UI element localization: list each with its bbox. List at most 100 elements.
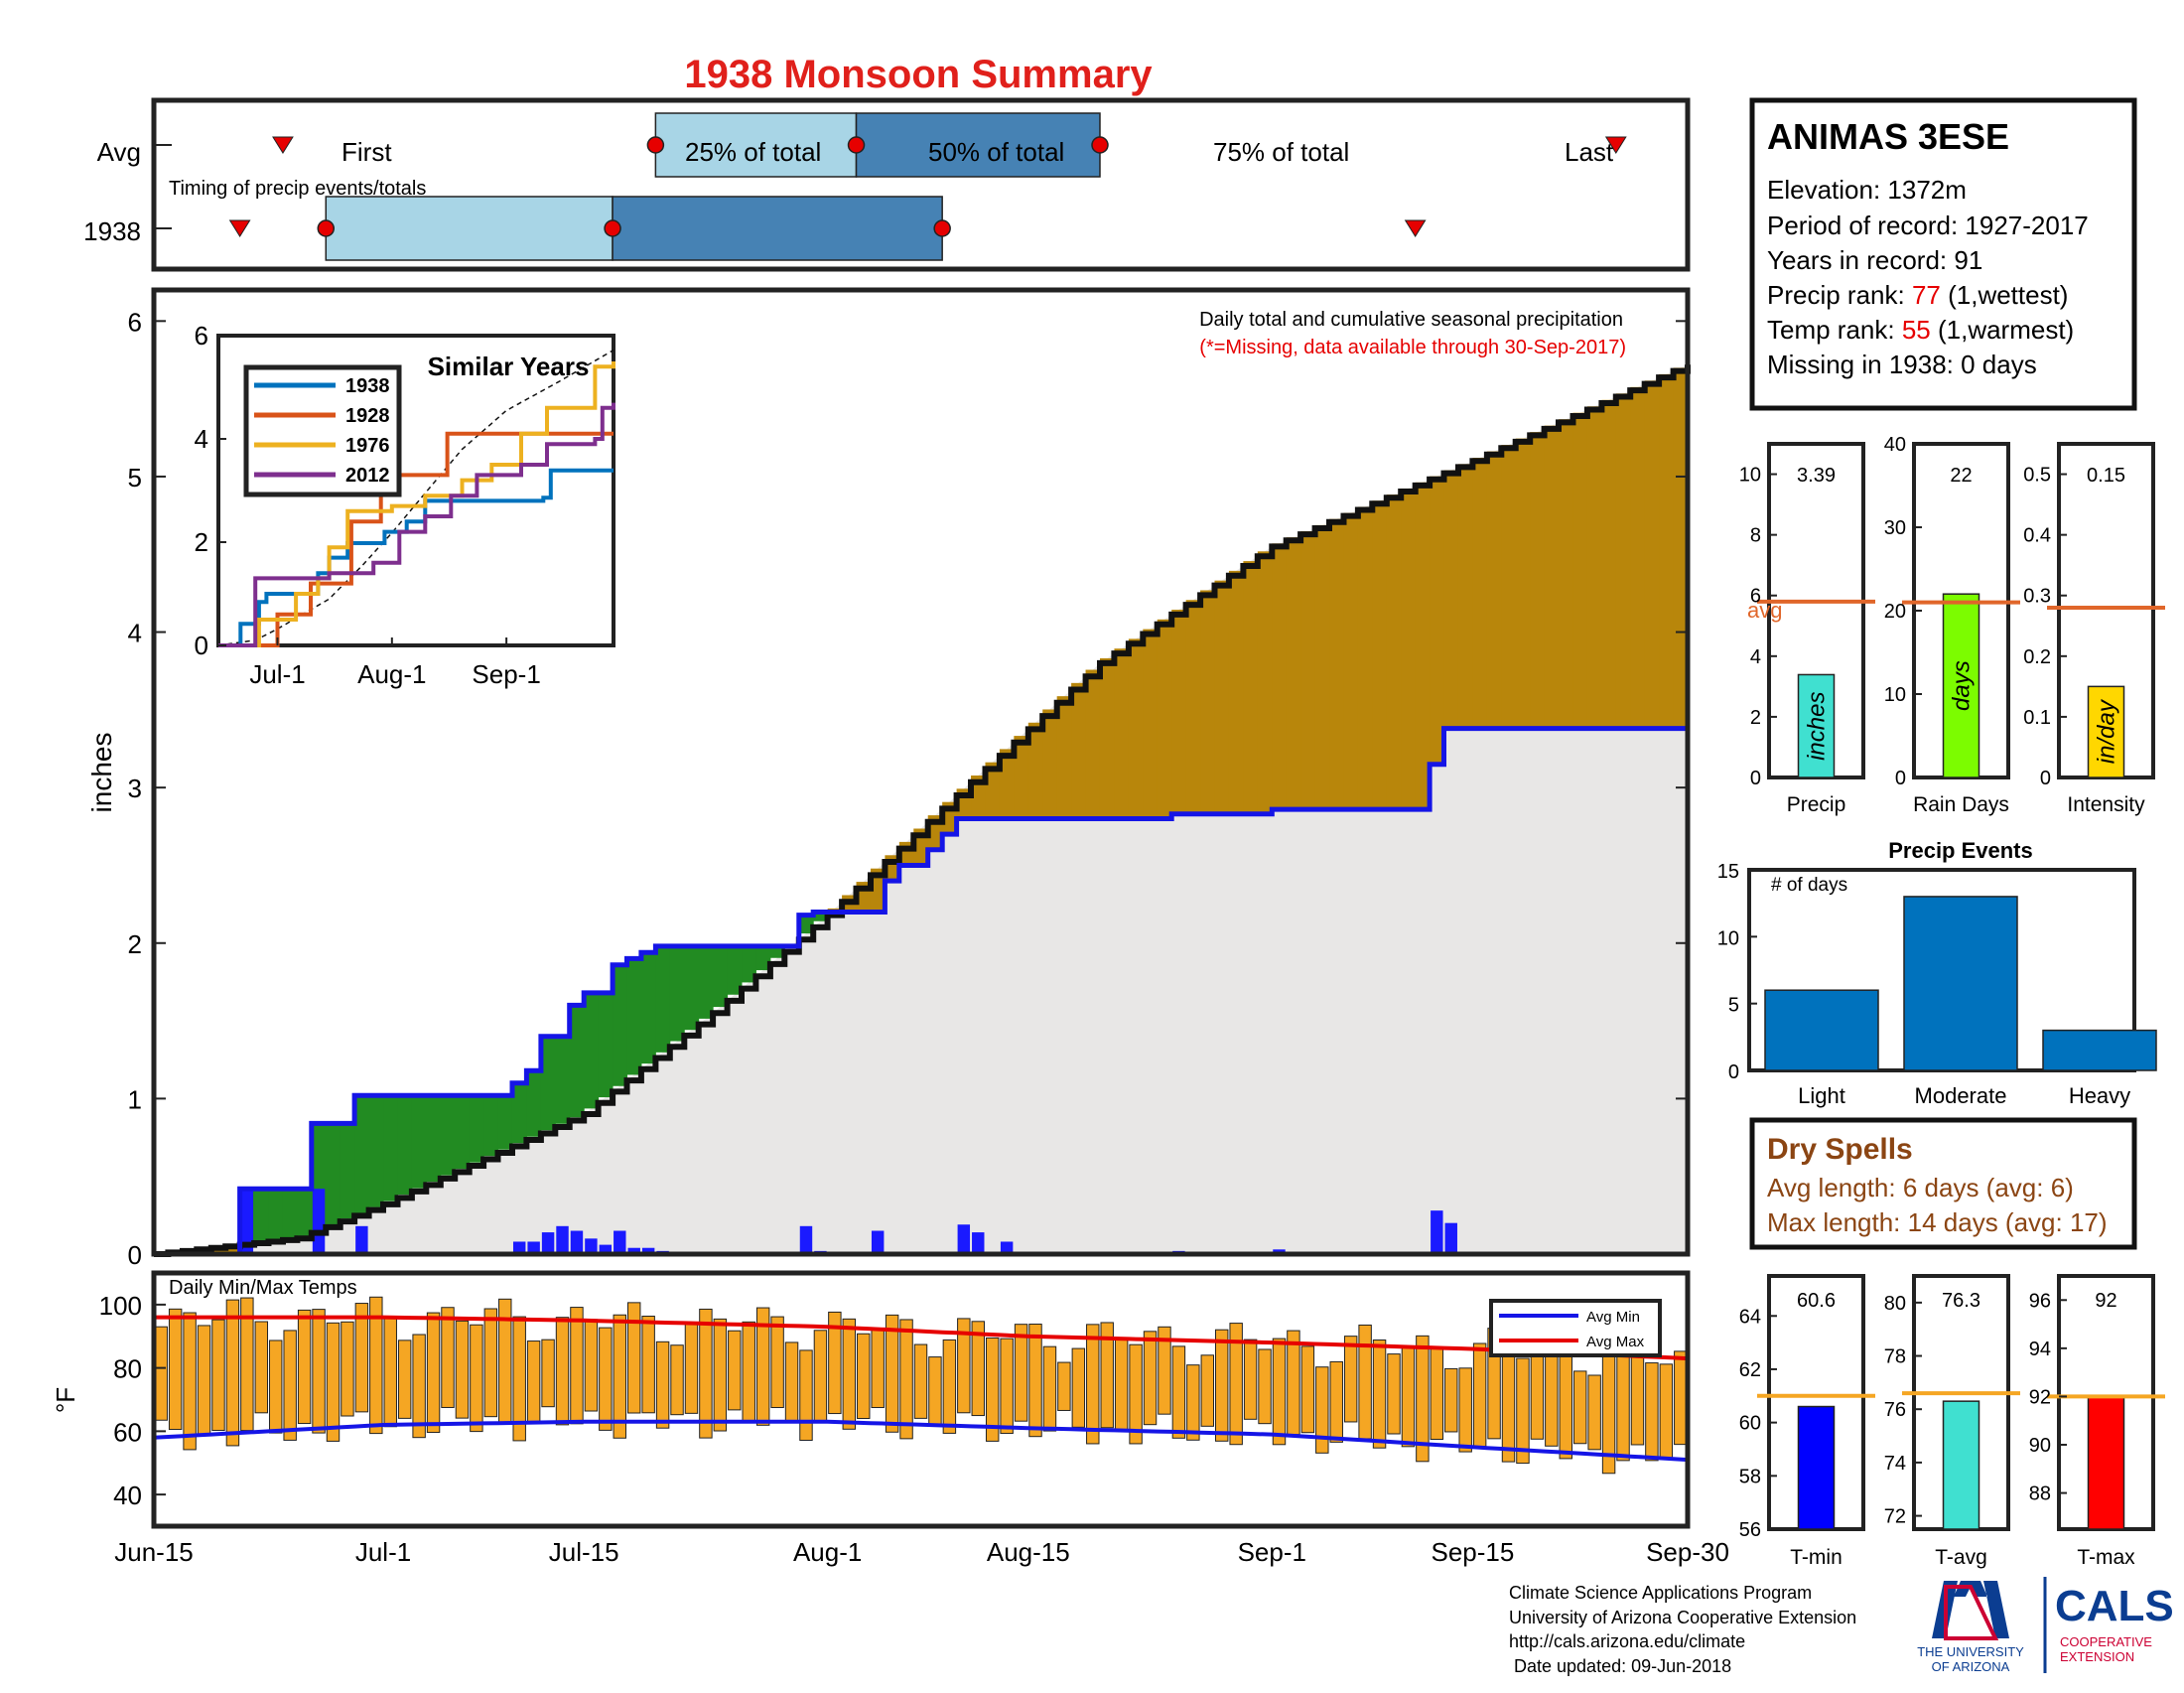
- deficit-fill: [1472, 458, 1487, 729]
- deficit-fill: [1186, 600, 1201, 814]
- tmini-ytick-label: 88: [2029, 1483, 2051, 1505]
- surplus-fill: [498, 1095, 513, 1149]
- daily-temp-bar: [1259, 1349, 1271, 1424]
- footer-line-2: University of Arizona Cooperative Extens…: [1509, 1608, 1856, 1627]
- deficit-fill: [1601, 400, 1616, 729]
- dry-title: Dry Spells: [1767, 1133, 1913, 1166]
- deficit-fill: [1100, 658, 1115, 819]
- surplus-fill: [269, 1189, 284, 1240]
- deficit-fill: [1243, 561, 1258, 814]
- surplus-fill: [655, 946, 670, 1053]
- daily-temp-bar: [872, 1330, 884, 1407]
- tmini-ytick-label: 92: [2029, 1386, 2051, 1408]
- daily-temp-bar: [270, 1340, 282, 1433]
- deficit-fill: [1300, 531, 1315, 809]
- main-xtick-label: Aug-15: [987, 1537, 1070, 1567]
- events-ytick-label: 10: [1717, 927, 1739, 949]
- daily-temp-bar: [1087, 1325, 1099, 1444]
- deficit-fill: [1143, 630, 1158, 819]
- surplus-fill: [699, 946, 714, 1019]
- surplus-fill: [341, 1123, 355, 1218]
- main-xtick-label: Aug-1: [793, 1537, 862, 1567]
- events-ytick-label: 15: [1717, 861, 1739, 883]
- daily-temp-bar: [327, 1323, 339, 1441]
- deficit-fill: [1545, 426, 1560, 729]
- daily-temp-bar: [284, 1331, 296, 1441]
- deficit-fill: [1530, 432, 1545, 729]
- station-period: Period of record: 1927-2017: [1767, 211, 2089, 240]
- tmini-label: T-min: [1790, 1546, 1843, 1569]
- daily-temp-bar: [1144, 1332, 1156, 1425]
- surplus-fill: [555, 1037, 570, 1124]
- mini-unit: in/day: [2094, 698, 2120, 764]
- q75-label: 75% of total: [1213, 137, 1349, 167]
- main-xtick-label: Sep-15: [1431, 1537, 1514, 1567]
- timing-q50-q75-box: [613, 197, 942, 260]
- surplus-fill: [470, 1095, 484, 1162]
- tmini-ytick-label: 96: [2029, 1290, 2051, 1312]
- ua-text-1: THE UNIVERSITY: [1917, 1644, 2024, 1659]
- tmini-label: T-max: [2077, 1546, 2135, 1569]
- daily-temp-bar: [542, 1340, 554, 1407]
- events-category-label: Heavy: [2069, 1083, 2130, 1108]
- surplus-fill: [283, 1189, 298, 1239]
- tmini-bar-T-min: [1799, 1407, 1835, 1529]
- main-xtick-label: Jul-15: [549, 1537, 619, 1567]
- main-xtick-label: Jul-1: [355, 1537, 411, 1567]
- deficit-fill: [1129, 638, 1144, 818]
- daily-temp-bar: [1288, 1331, 1299, 1435]
- tmini-ytick-label: 60: [1739, 1413, 1761, 1435]
- daily-temp-bar: [800, 1350, 812, 1441]
- surplus-fill: [641, 952, 656, 1063]
- inset-legend-label: 1938: [345, 375, 390, 397]
- timing-row-avg: Avg: [97, 137, 141, 167]
- deficit-fill: [1487, 452, 1502, 729]
- surplus-fill: [441, 1095, 456, 1175]
- daily-temp-bar: [1388, 1354, 1400, 1434]
- daily-precip-bar: [556, 1226, 568, 1254]
- timing-marker: [318, 220, 334, 236]
- mini-ytick-label: 0.3: [2023, 586, 2051, 608]
- tmini-ytick-label: 58: [1739, 1466, 1761, 1487]
- daily-temp-bar: [1588, 1375, 1600, 1450]
- deficit-fill: [1387, 494, 1402, 809]
- daily-temp-bar: [886, 1315, 897, 1432]
- mini-label: Precip: [1787, 793, 1846, 816]
- daily-temp-bar: [1244, 1340, 1256, 1419]
- daily-temp-bar: [1301, 1346, 1313, 1433]
- tmini-ytick-label: 78: [1884, 1346, 1906, 1368]
- inset-legend-label: 1976: [345, 435, 390, 457]
- daily-temp-bar: [1330, 1361, 1342, 1442]
- inset-xtick-label: Sep-1: [472, 659, 540, 689]
- last-label: Last: [1565, 137, 1614, 167]
- daily-temp-bar: [929, 1357, 941, 1425]
- daily-precip-bar: [313, 1189, 325, 1254]
- surplus-fill: [483, 1095, 498, 1156]
- daily-temp-bar: [1172, 1346, 1184, 1438]
- daily-temp-bar: [571, 1308, 583, 1424]
- mini-ytick-label: 20: [1884, 601, 1906, 623]
- deficit-fill: [1215, 581, 1230, 814]
- events-bar-Heavy: [2043, 1031, 2156, 1070]
- daily-temp-bar: [456, 1321, 468, 1418]
- mini-ytick-label: 0.4: [2023, 525, 2051, 547]
- daily-temp-bar: [1646, 1363, 1658, 1461]
- footer-line-3: http://cals.arizona.edu/climate: [1509, 1631, 1745, 1651]
- main-ytick-label: 3: [128, 774, 142, 803]
- daily-temp-bar: [600, 1328, 612, 1430]
- mini-ytick-label: 30: [1884, 517, 1906, 539]
- inset-ytick-label: 4: [195, 424, 208, 454]
- daily-precip-bar: [1431, 1210, 1442, 1254]
- daily-temp-bar: [843, 1319, 855, 1429]
- daily-temp-bar: [255, 1322, 267, 1413]
- cals-coop: COOPERATIVE: [2060, 1634, 2152, 1649]
- timing-row-year: 1938: [83, 216, 141, 246]
- daily-temp-bar: [671, 1345, 683, 1415]
- deficit-fill: [1401, 489, 1416, 809]
- mini-ytick-label: 0.1: [2023, 707, 2051, 729]
- daily-temp-bar: [914, 1344, 926, 1418]
- tmini-ytick-label: 74: [1884, 1453, 1906, 1475]
- surplus-fill: [626, 958, 641, 1074]
